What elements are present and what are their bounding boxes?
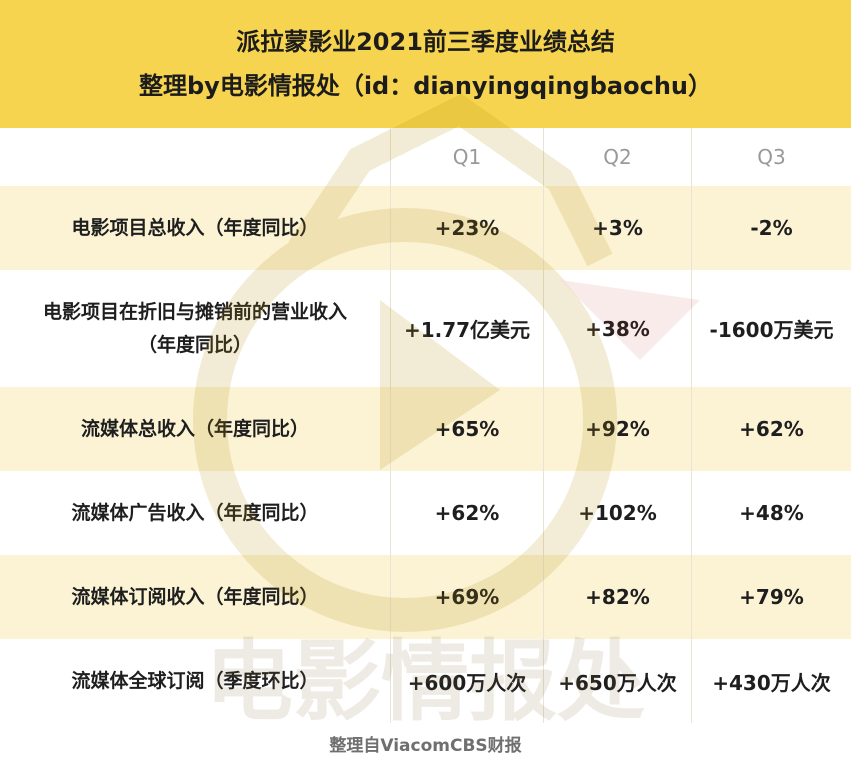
cell-q3: +79% xyxy=(739,585,804,609)
row-label-line: （年度同比） xyxy=(137,333,252,356)
column-header-q3: Q3 xyxy=(757,145,786,169)
cell-q1: +1.77亿美元 xyxy=(391,270,544,387)
earnings-table: Q1 Q2 Q3 电影项目总收入（年度同比） +23% +3% -2% 电影项目… xyxy=(0,128,851,723)
cell-q1: +62% xyxy=(391,471,544,555)
column-header-q1: Q1 xyxy=(391,128,544,186)
table-row: 流媒体全球订阅（季度环比） +600万人次 +650万人次 +430万人次 xyxy=(0,639,851,723)
table-row: 流媒体订阅收入（年度同比） +69% +82% +79% xyxy=(0,555,851,639)
header-banner: 派拉蒙影业2021前三季度业绩总结 整理by电影情报处（id：dianyingq… xyxy=(0,0,851,128)
cell-q3: +62% xyxy=(739,417,804,441)
cell-q1: +23% xyxy=(391,186,544,270)
cell-q1: +65% xyxy=(391,387,544,471)
row-label: 流媒体全球订阅（季度环比） xyxy=(0,639,391,723)
cell-q1: +69% xyxy=(391,555,544,639)
cell-q1: +600万人次 xyxy=(391,639,544,723)
table-header-row: Q1 Q2 Q3 xyxy=(0,128,851,186)
row-label: 流媒体订阅收入（年度同比） xyxy=(0,555,391,639)
cell-q2: +102% xyxy=(544,471,692,555)
page-subtitle: 整理by电影情报处（id：dianyingqingbaochu） xyxy=(139,72,712,100)
cell-q3: -2% xyxy=(750,216,793,240)
row-label-line: 电影项目在折旧与摊销前的营业收入 xyxy=(42,301,347,324)
cell-q2: +3% xyxy=(544,186,692,270)
table-row: 流媒体总收入（年度同比） +65% +92% +62% xyxy=(0,387,851,471)
cell-q3: +430万人次 xyxy=(712,670,831,695)
cell-q2: +82% xyxy=(544,555,692,639)
row-label: 流媒体总收入（年度同比） xyxy=(0,387,391,471)
column-header-q2: Q2 xyxy=(544,128,692,186)
cell-q2: +92% xyxy=(544,387,692,471)
row-label: 电影项目在折旧与摊销前的营业收入 （年度同比） xyxy=(0,270,391,387)
table-row: 电影项目在折旧与摊销前的营业收入 （年度同比） +1.77亿美元 +38% -1… xyxy=(0,270,851,387)
row-label: 流媒体广告收入（年度同比） xyxy=(0,471,391,555)
page-title: 派拉蒙影业2021前三季度业绩总结 xyxy=(236,28,615,56)
table-corner-cell xyxy=(0,128,391,186)
row-label: 电影项目总收入（年度同比） xyxy=(0,186,391,270)
table-row: 流媒体广告收入（年度同比） +62% +102% +48% xyxy=(0,471,851,555)
table-row: 电影项目总收入（年度同比） +23% +3% -2% xyxy=(0,186,851,270)
cell-q3: +48% xyxy=(739,501,804,525)
cell-q3: -1600万美元 xyxy=(709,318,834,342)
cell-q2: +650万人次 xyxy=(544,639,692,723)
source-note: 整理自ViacomCBS财报 xyxy=(329,736,522,756)
cell-q2: +38% xyxy=(544,270,692,387)
